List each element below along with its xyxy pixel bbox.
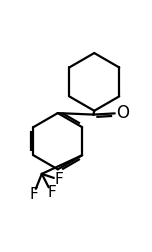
Text: F: F <box>47 185 56 200</box>
Text: F: F <box>54 172 63 187</box>
Text: O: O <box>117 104 130 122</box>
Text: F: F <box>29 187 38 202</box>
